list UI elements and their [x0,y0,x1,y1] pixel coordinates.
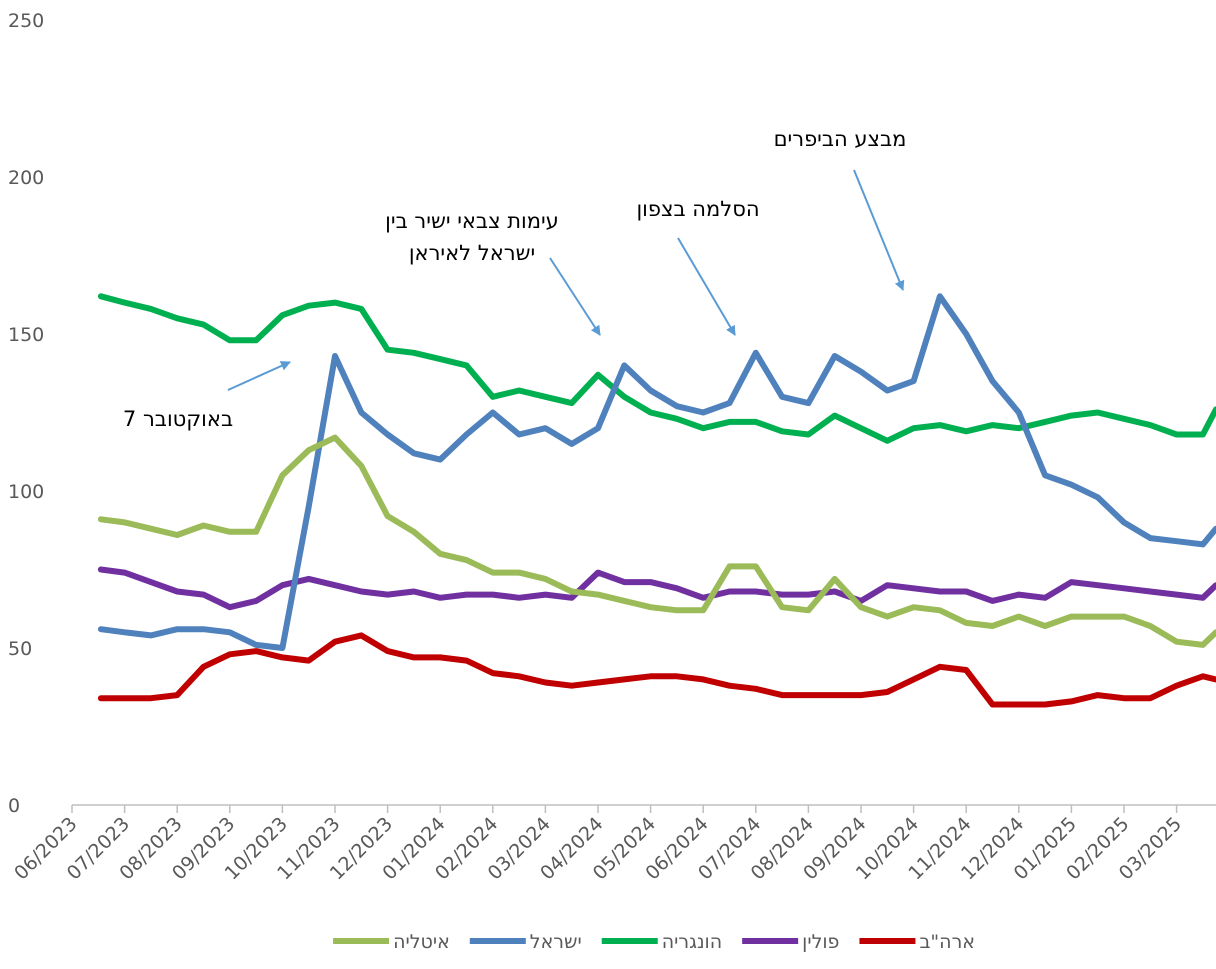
y-tick-label: 250 [8,10,44,32]
annotation-text: עימות צבאי ישיר בין [385,209,559,233]
annotation-text: ישראל לאיראן [409,241,535,265]
annotation-arrow [227,361,291,391]
y-tick-label: 200 [8,167,44,189]
annotation-arrow [549,257,601,336]
annotation-arrow [677,237,736,336]
series-line [97,293,1216,444]
legend-label: פולין [802,931,839,953]
y-tick-label: 100 [8,481,44,503]
legend-label: איטליה [393,931,450,953]
series-line [97,293,1216,651]
legend-label: הונגריה [662,931,722,953]
annotation-arrow [853,169,905,291]
y-tick-label: 0 [8,795,20,817]
series-line [97,632,1216,708]
annotation-text: 7 באוקטובר [123,407,233,431]
legend-label: ארה"ב [919,931,975,953]
series-line [97,566,1216,611]
y-tick-label: 50 [8,638,32,660]
legend-label: ישראל [530,931,582,953]
annotation-text: הסלמה בצפון [636,197,759,221]
y-tick-label: 150 [8,324,44,346]
annotation-text: מבצע הביפרים [774,127,907,151]
series-line [97,434,1216,648]
